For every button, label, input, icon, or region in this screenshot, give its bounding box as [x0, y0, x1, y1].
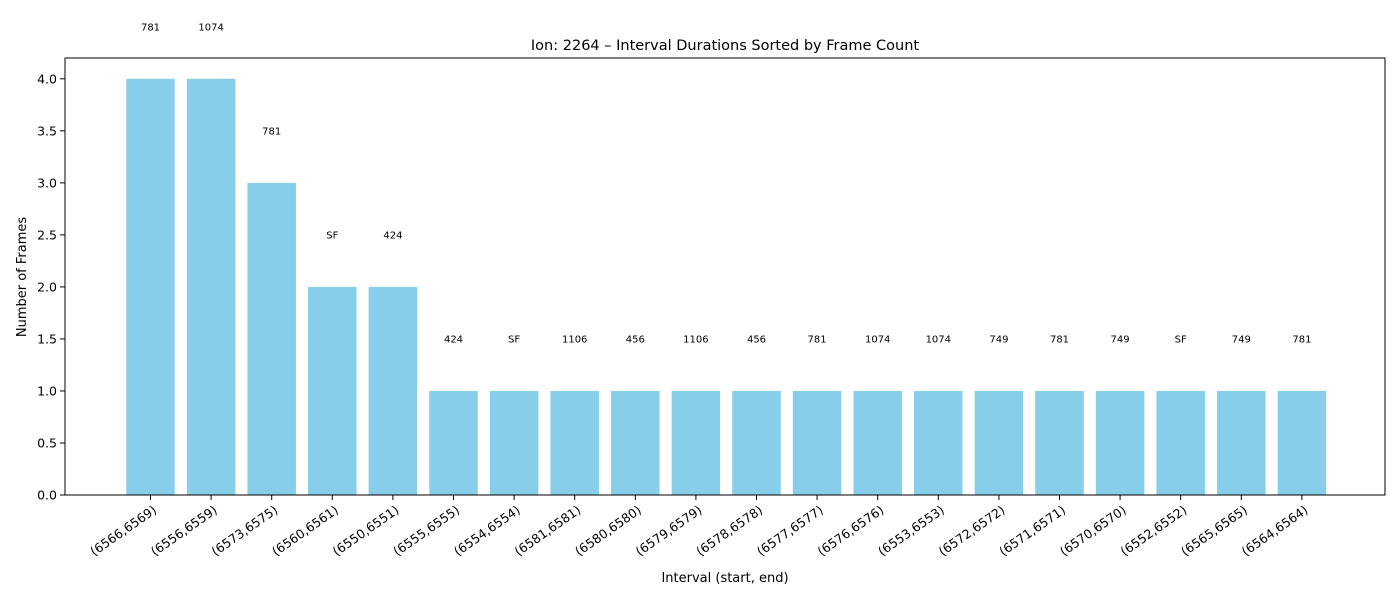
- x-tick-label: (6555,6555): [390, 502, 462, 559]
- bar: [1095, 390, 1145, 495]
- bars-layer: [126, 78, 1327, 496]
- bar: [126, 78, 175, 495]
- x-axis-label: Interval (start, end): [661, 571, 788, 586]
- bar-annotation: 781: [141, 22, 160, 33]
- bar: [1277, 390, 1327, 495]
- y-tick-label: 3.0: [37, 175, 57, 190]
- bar: [186, 78, 236, 495]
- bar: [550, 390, 599, 495]
- bar: [611, 390, 660, 495]
- y-tick-label: 4.0: [37, 71, 57, 86]
- x-tick-label: (6580,6580): [572, 502, 644, 559]
- bar-annotation: SF: [326, 230, 338, 241]
- x-tick-label: (6578,6578): [693, 502, 765, 559]
- x-tick-label: (6560,6561): [269, 502, 341, 559]
- y-tick-label: 0.5: [37, 435, 57, 450]
- bar-annotation: 424: [383, 230, 402, 241]
- x-tick-label: (6556,6559): [148, 502, 220, 559]
- y-axis-label: Number of Frames: [15, 217, 30, 338]
- bar-annotation: 456: [626, 334, 645, 345]
- bar: [671, 390, 721, 495]
- y-tick-label: 0.0: [37, 488, 57, 503]
- bar-annotation: 749: [1232, 334, 1251, 345]
- bar: [974, 390, 1024, 495]
- bar: [914, 390, 963, 495]
- y-tick-label: 1.5: [37, 331, 57, 346]
- y-tick-label: 2.0: [37, 279, 57, 294]
- x-tick-label: (6576,6576): [814, 502, 886, 559]
- bar-annotation: SF: [1175, 334, 1187, 345]
- bar-annotation: SF: [508, 334, 520, 345]
- x-tick-label: (6571,6571): [996, 502, 1068, 559]
- bar: [1156, 390, 1205, 495]
- bar: [732, 390, 781, 495]
- bar-annotation: 781: [1292, 334, 1311, 345]
- x-tick-label: (6566,6569): [87, 502, 159, 559]
- bar-annotation: 781: [262, 126, 281, 137]
- bar-annotation: 781: [808, 334, 827, 345]
- x-tick-label: (6573,6575): [208, 502, 280, 559]
- bar: [1217, 390, 1266, 495]
- y-axis: 0.0 0.5 1.0 1.5 2.0 2.5 3.0 3.5 4.0: [37, 71, 65, 503]
- y-tick-label: 1.0: [37, 383, 57, 398]
- x-tick-label: (6552,6552): [1117, 502, 1189, 559]
- bar: [853, 390, 902, 495]
- x-tick-label: (6554,6554): [451, 502, 523, 559]
- annotations-layer: 781 1074 781 SF 424 424 SF 1106 456 1106 456 781 107…: [141, 22, 1311, 345]
- bar-annotation: 456: [747, 334, 766, 345]
- x-tick-label: (6550,6551): [330, 502, 402, 559]
- bar: [247, 182, 296, 496]
- bar: [1035, 390, 1084, 495]
- bar-annotation: 1074: [926, 334, 951, 345]
- bar-annotation: 1106: [683, 334, 708, 345]
- chart-title: Ion: 2264 – Interval Durations Sorted by…: [531, 38, 919, 54]
- x-tick-label: (6553,6553): [875, 502, 947, 559]
- x-tick-label: (6570,6570): [1057, 502, 1129, 559]
- bar: [308, 286, 357, 495]
- bar-annotation: 749: [989, 334, 1008, 345]
- bar-annotation: 781: [1050, 334, 1069, 345]
- plot-frame: [64, 57, 1386, 496]
- bar: [368, 286, 418, 495]
- bar: [429, 390, 478, 495]
- bar-annotation: 1074: [865, 334, 890, 345]
- bar: [489, 390, 539, 495]
- bar-annotation: 749: [1111, 334, 1130, 345]
- y-tick-label: 3.5: [37, 123, 57, 138]
- x-tick-label: (6577,6577): [754, 502, 826, 559]
- x-tick-label: (6564,6564): [1239, 502, 1311, 559]
- bar-annotation: 424: [444, 334, 463, 345]
- bar-annotation: 1106: [562, 334, 587, 345]
- bar: [792, 390, 842, 495]
- x-axis: (6566,6569)(6556,6559)(6573,6575)(6560,6…: [87, 495, 1311, 559]
- bar-annotation: 1074: [198, 22, 223, 33]
- x-tick-label: (6579,6579): [633, 502, 705, 559]
- y-tick-label: 2.5: [37, 227, 57, 242]
- x-tick-label: (6581,6581): [511, 502, 583, 559]
- x-tick-label: (6565,6565): [1178, 502, 1250, 559]
- x-tick-label: (6572,6572): [936, 502, 1008, 559]
